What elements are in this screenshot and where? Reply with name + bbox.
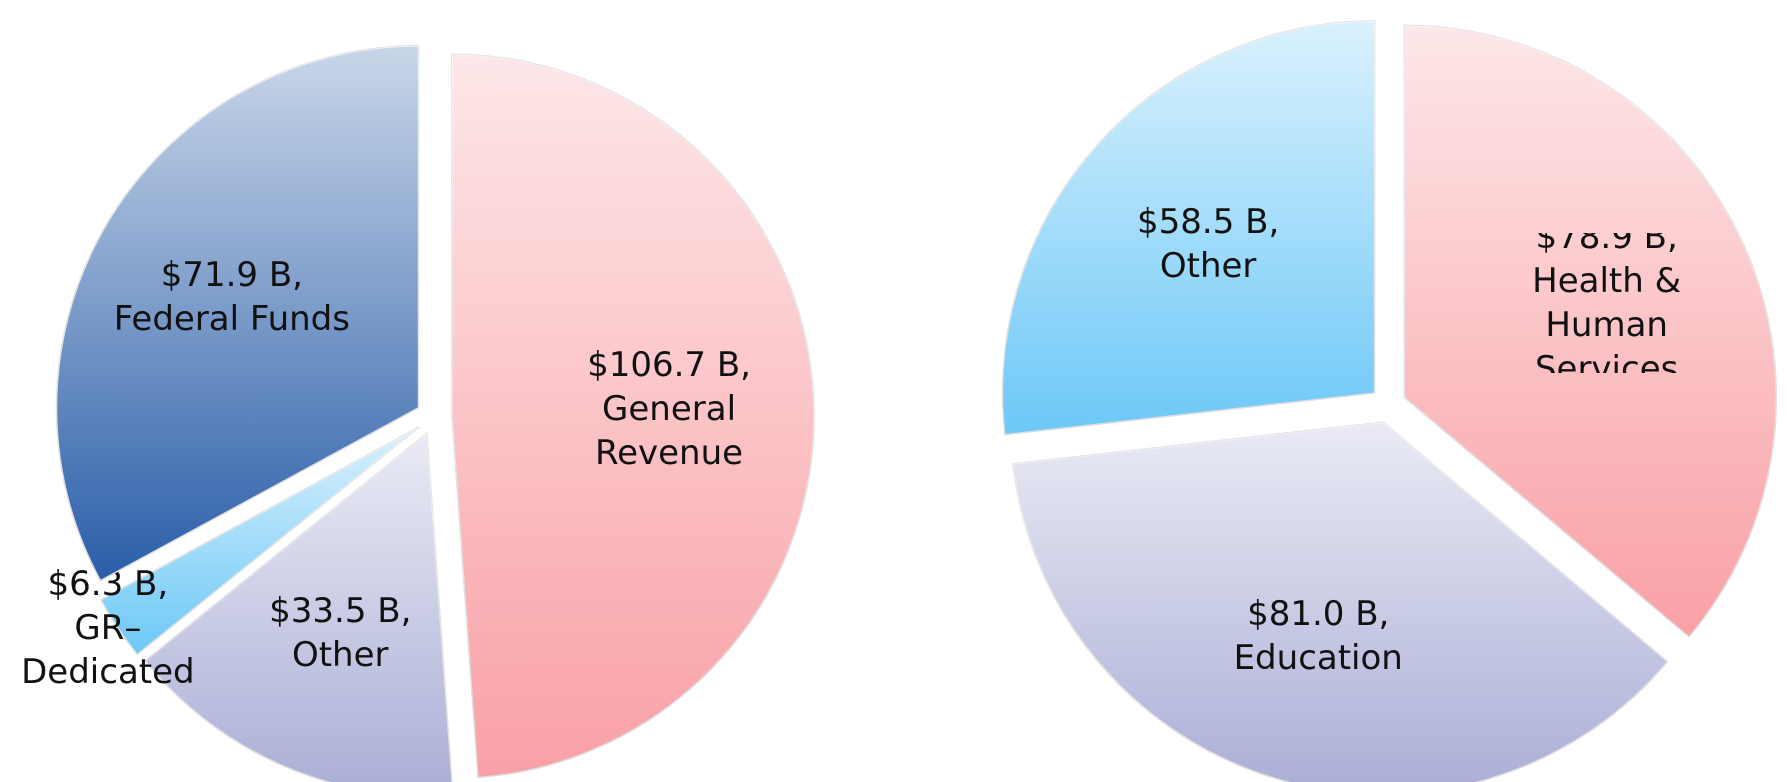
slice-shine [1002, 21, 1375, 435]
value-label: $81.0 B, [1247, 593, 1390, 634]
slice-group [144, 432, 453, 782]
label-box: $6.3 B, GR–Dedicated [8, 558, 208, 698]
slice-label: $106.7 B,General Revenue [549, 339, 789, 479]
label-box: $33.5 B, Other [220, 563, 460, 703]
category-label: Education [1233, 637, 1403, 678]
slice-label: $78.9 B, Health & Human Services [1487, 233, 1727, 373]
value-label: $58.5 B, [1137, 202, 1280, 243]
category-label: General Revenue [595, 388, 744, 473]
slice-shine [100, 426, 420, 655]
slice-label: $33.5 B,Other [220, 563, 460, 703]
category-label: Other [1159, 246, 1257, 287]
slice-label: $71.9 B,Federal Funds [112, 227, 352, 367]
slice-shine [56, 45, 419, 581]
value-label: $106.7 B, [587, 344, 751, 385]
label-box: $71.9 B, Federal Funds [112, 227, 352, 367]
category-label: GR–Dedicated [21, 607, 195, 692]
value-label: $71.9 B, [160, 254, 303, 295]
slice-group [55, 45, 420, 582]
slice-group [1001, 20, 1376, 436]
category-label: Federal Funds [113, 298, 350, 339]
label-box: $106.7 B, General Revenue [549, 339, 789, 479]
slice-group [451, 53, 815, 779]
category-label: Other [291, 634, 389, 675]
value-label: $78.9 B, [1535, 233, 1678, 258]
slice-label: $6.3 B,GR–Dedicated [8, 558, 208, 698]
slice-label: $81.0 B,Education [1198, 566, 1438, 706]
value-label: $33.5 B, [269, 590, 412, 631]
label-box: $81.0 B, Education [1198, 566, 1438, 706]
slice-shine [145, 433, 452, 782]
slice-label: $58.5 B,Other [1088, 174, 1328, 314]
slice-group [99, 426, 420, 656]
label-box: $58.5 B, Other [1088, 174, 1328, 314]
label-box: $78.9 B, Health & Human Services [1487, 233, 1727, 373]
category-label: Health & Human Services [1532, 261, 1682, 374]
slice-shine [1404, 25, 1777, 637]
slice-shine [451, 54, 814, 778]
slice-group [1403, 24, 1778, 638]
slice-shine [1013, 422, 1668, 782]
slice-group [1012, 421, 1669, 782]
